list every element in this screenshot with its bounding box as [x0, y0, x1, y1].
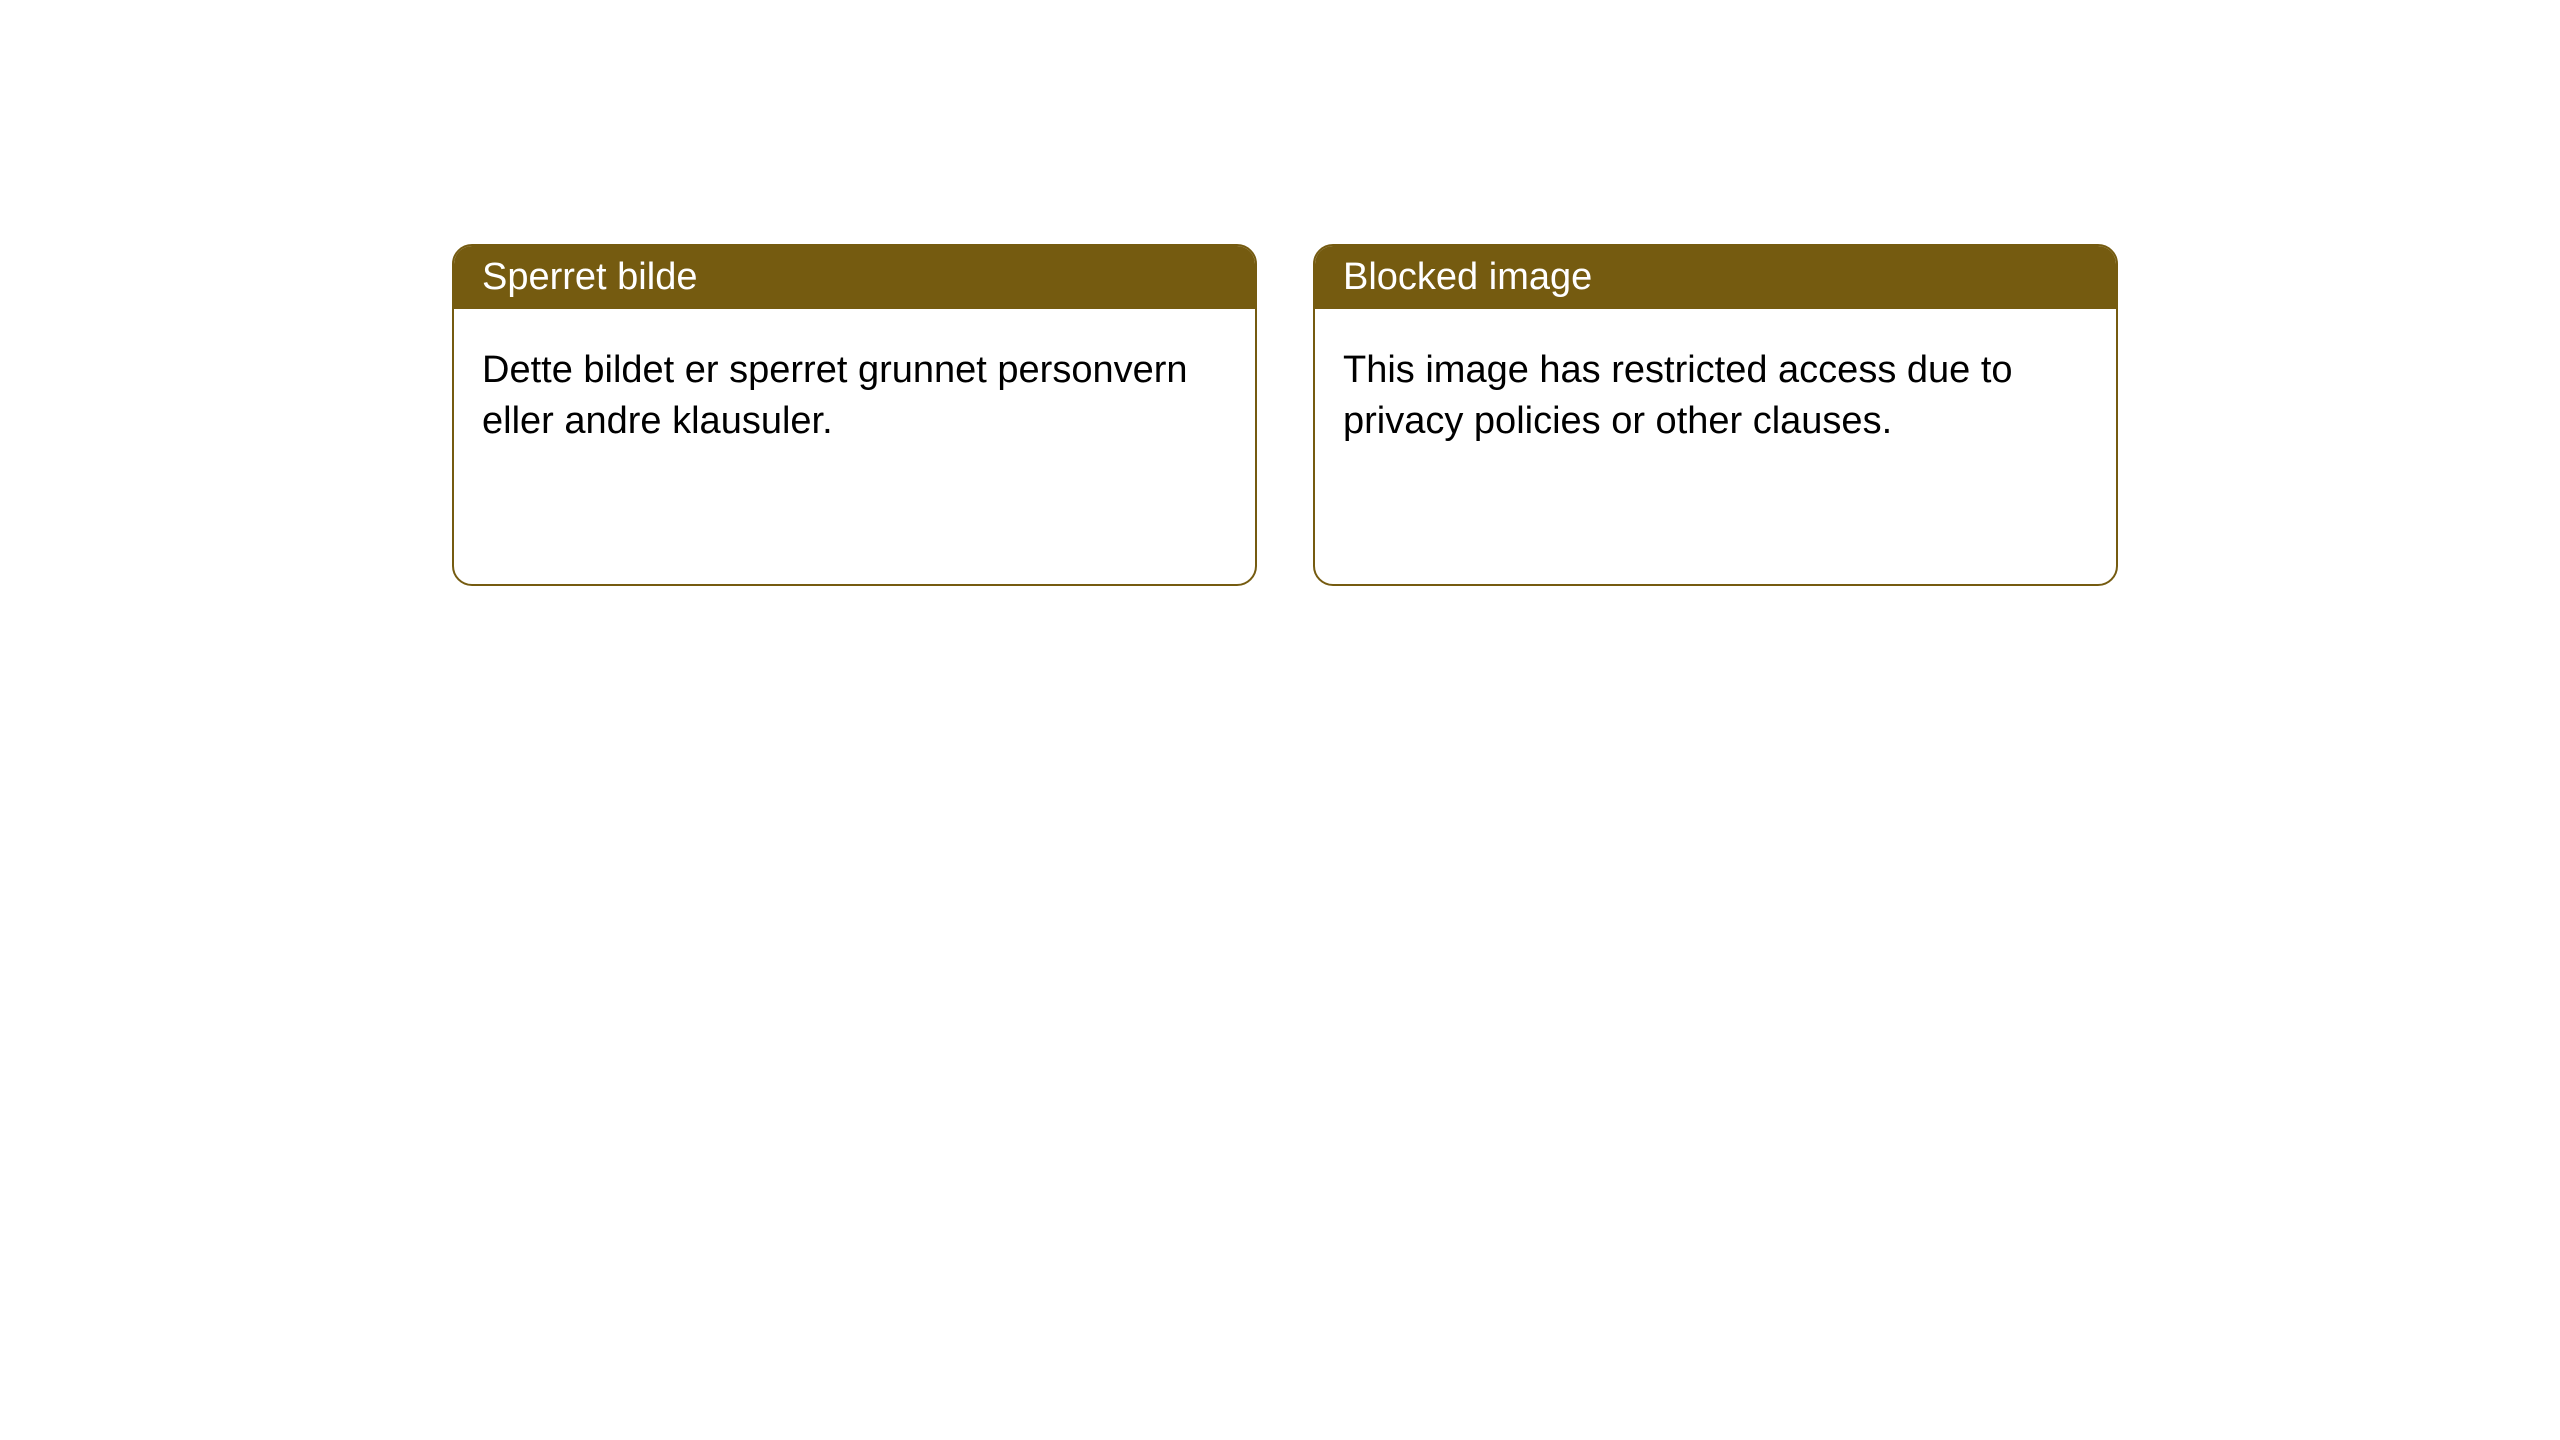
card-body-text: This image has restricted access due to …	[1343, 345, 2088, 448]
notice-card-english: Blocked image This image has restricted …	[1313, 244, 2118, 586]
card-body: This image has restricted access due to …	[1315, 309, 2116, 584]
card-title: Blocked image	[1343, 256, 1592, 298]
card-title: Sperret bilde	[482, 256, 697, 298]
card-body-text: Dette bildet er sperret grunnet personve…	[482, 345, 1227, 448]
card-body: Dette bildet er sperret grunnet personve…	[454, 309, 1255, 584]
card-header: Blocked image	[1315, 246, 2116, 309]
notice-container: Sperret bilde Dette bildet er sperret gr…	[0, 0, 2560, 586]
notice-card-norwegian: Sperret bilde Dette bildet er sperret gr…	[452, 244, 1257, 586]
card-header: Sperret bilde	[454, 246, 1255, 309]
